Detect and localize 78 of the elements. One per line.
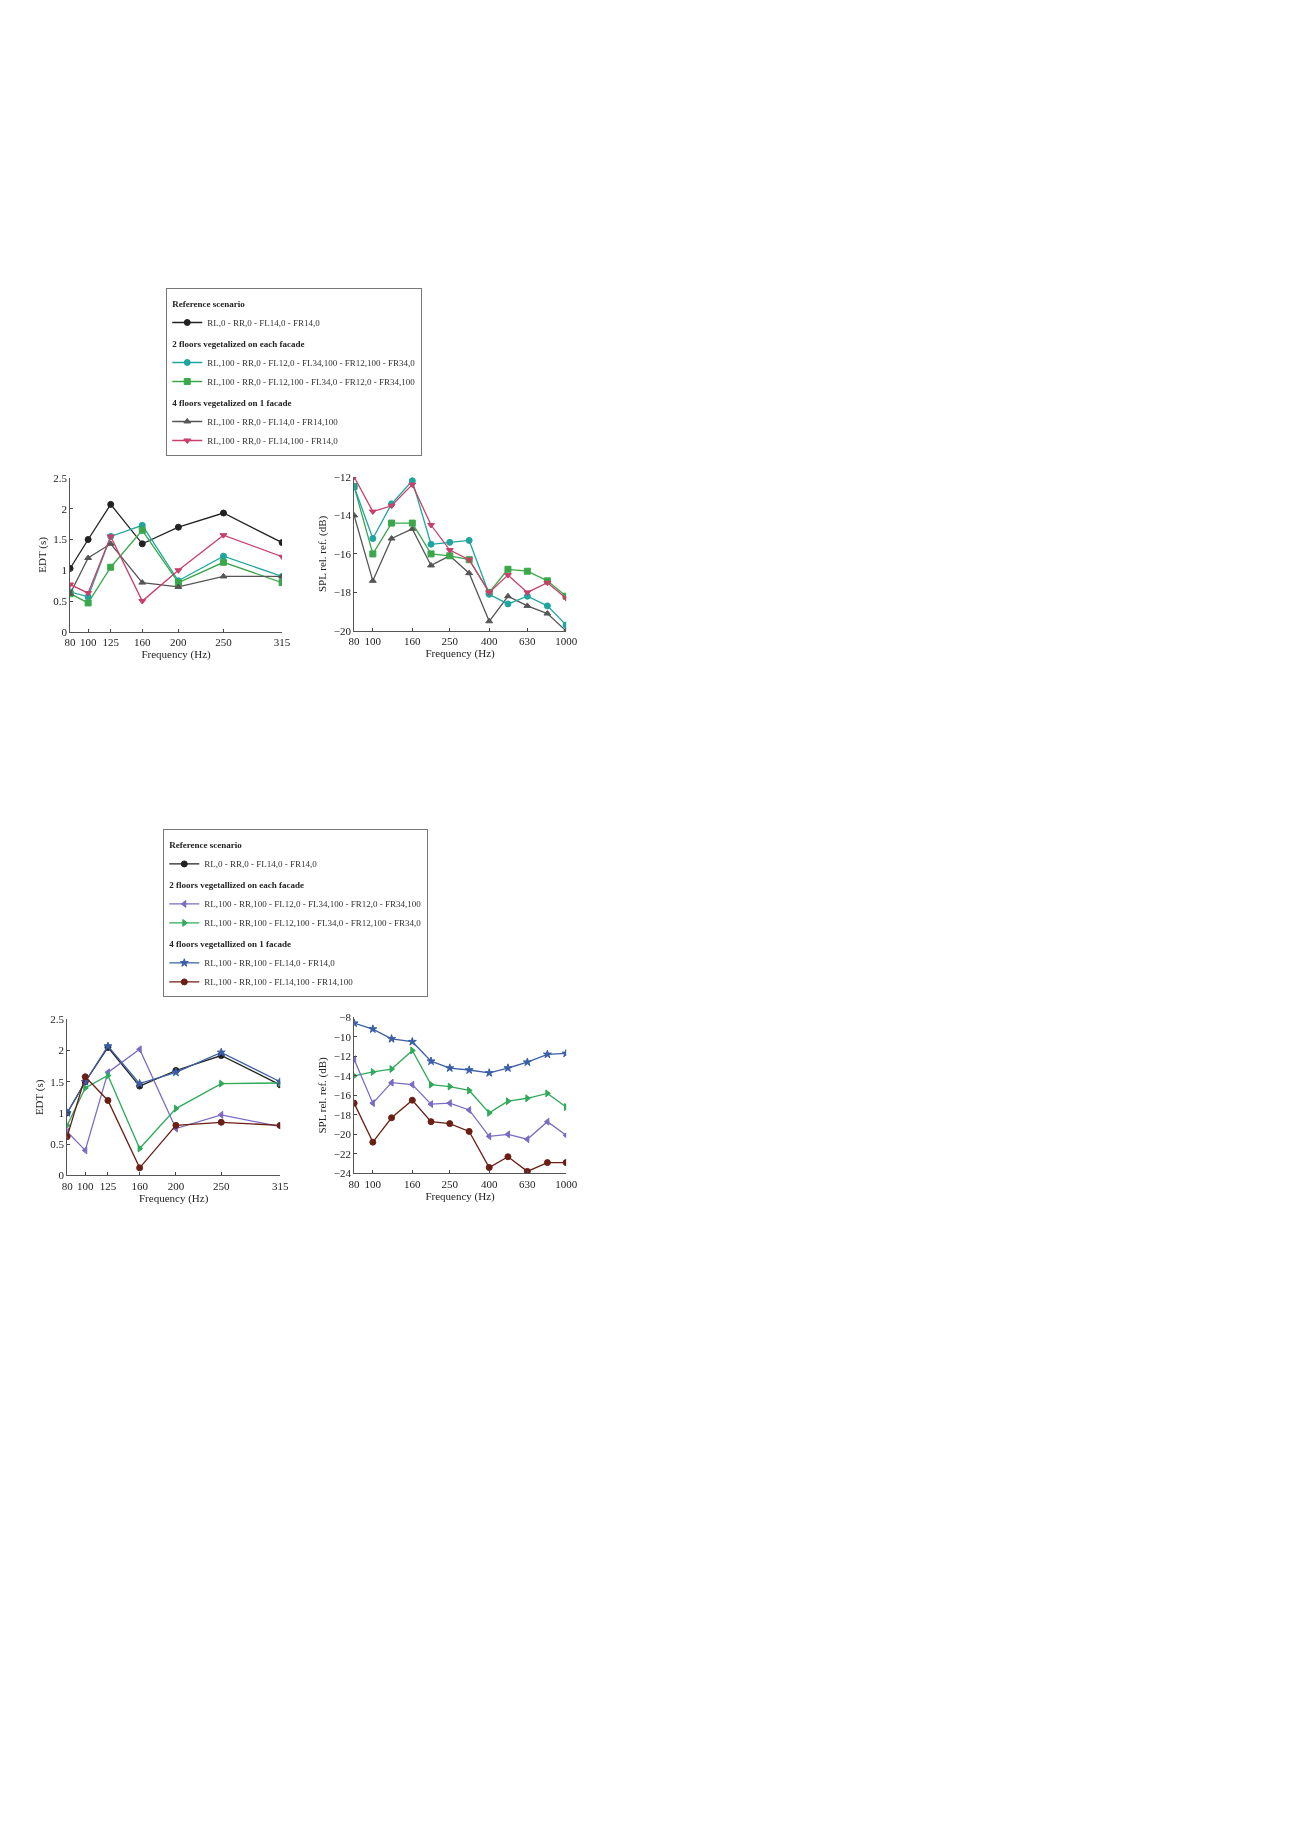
legend-label: RL,100 - RR,100 - FL12,100 - FL34,0 - FR12,100 - FR34,0 (204, 918, 422, 929)
y-tick-label: −14 (333, 1069, 352, 1082)
x-axis-title: Frequency (Hz) (425, 647, 496, 661)
x-tick-label: 100 (77, 1179, 95, 1192)
x-tick-label: 250 (215, 636, 233, 649)
y-tick-label: −18 (333, 1108, 352, 1121)
x-tick-label: 100 (364, 635, 382, 648)
y-tick-label: 2.5 (53, 471, 68, 484)
legend-label: RL,100 - RR,0 - FL12,0 - FL34,100 - FR12,100 - FR34,0 (207, 357, 416, 368)
x-tick-label: 100 (364, 1177, 382, 1190)
legend-label: RL,0 - RR,0 - FL14,0 - FR14,0 (204, 859, 318, 870)
x-tick-label: 250 (441, 635, 459, 648)
x-tick-label: 200 (167, 1179, 185, 1192)
text: 2 floors vegetalized on each facade (172, 338, 305, 349)
text: 4 floors vegetalized on 1 facade (172, 397, 292, 408)
y-tick-label: 1 (58, 1106, 64, 1119)
y-tick-label: −20 (333, 624, 352, 637)
y-tick-label: −8 (339, 1011, 352, 1024)
x-tick-label: 250 (441, 1177, 459, 1190)
y-tick-label: −24 (333, 1167, 352, 1180)
x-tick-label: 80 (348, 1177, 361, 1190)
y-tick-label: 0.5 (50, 1137, 65, 1150)
y-tick-label: 0 (61, 625, 68, 638)
y-tick-label: 2 (58, 1044, 64, 1057)
x-tick-label: 250 (212, 1179, 230, 1192)
x-tick-label: 200 (170, 636, 188, 649)
x-tick-label: 160 (131, 1179, 149, 1192)
y-tick-label: −16 (333, 547, 352, 560)
text: 2 floors vegetallized on each facade (169, 880, 305, 891)
y-tick-label: 1.5 (50, 1075, 65, 1088)
x-tick-label: 125 (99, 1179, 117, 1192)
x-tick-label: 630 (519, 635, 537, 648)
y-tick-label: −22 (333, 1147, 351, 1160)
y-axis-title: SPL rel. ref. (dB) (316, 515, 330, 593)
y-tick-label: 0.5 (53, 594, 68, 607)
y-tick-label: −18 (333, 586, 352, 599)
legend-label: RL,100 - RR,0 - FL14,0 - FR14,100 (207, 416, 339, 427)
y-axis-title: EDT (s) (35, 536, 49, 573)
x-tick-label: 80 (61, 1179, 74, 1192)
y-tick-label: 0 (58, 1169, 65, 1182)
text: Reference scenario (172, 298, 246, 309)
x-tick-label: 315 (273, 636, 291, 649)
y-tick-label: −16 (333, 1089, 352, 1102)
y-tick-label: 1 (61, 564, 67, 577)
text: 4 floors vegetallized on 1 facade (169, 939, 292, 950)
y-tick-label: −12 (333, 1050, 351, 1063)
y-tick-label: 2 (61, 502, 67, 515)
x-tick-label: 160 (134, 636, 152, 649)
y-axis-title: SPL rel. ref. (dB) (316, 1056, 330, 1134)
x-tick-label: 1000 (555, 1177, 578, 1190)
text: Reference scenario (169, 840, 243, 851)
y-tick-label: 2.5 (50, 1013, 65, 1026)
x-tick-label: 80 (64, 636, 77, 649)
legend-label: RL,100 - RR,100 - FL14,0 - FR14,0 (204, 958, 336, 969)
x-tick-label: 160 (404, 1177, 422, 1190)
y-tick-label: −12 (333, 470, 351, 483)
legend-label: RL,100 - RR,100 - FL14,100 - FR14,100 (204, 977, 354, 988)
x-axis-title: Frequency (Hz) (425, 1189, 496, 1203)
x-tick-label: 100 (79, 636, 97, 649)
x-axis-title: Frequency (Hz) (138, 1191, 209, 1205)
legend-label: RL,100 - RR,0 - FL14,100 - FR14,0 (207, 435, 339, 446)
y-tick-label: −20 (333, 1128, 352, 1141)
y-tick-label: −10 (333, 1030, 352, 1043)
x-tick-label: 80 (348, 635, 361, 648)
y-tick-label: 1.5 (53, 533, 68, 546)
y-axis-title: EDT (s) (32, 1079, 46, 1116)
legend-label: RL,0 - RR,0 - FL14,0 - FR14,0 (207, 317, 321, 328)
x-tick-label: 315 (271, 1179, 289, 1192)
x-tick-label: 1000 (555, 635, 578, 648)
y-tick-label: −14 (333, 509, 352, 522)
x-tick-label: 630 (519, 1177, 537, 1190)
x-tick-label: 160 (404, 635, 422, 648)
x-tick-label: 125 (102, 636, 120, 649)
x-tick-label: 400 (480, 635, 498, 648)
legend-label: RL,100 - RR,100 - FL12,0 - FL34,100 - FR12,0 - FR34,100 (204, 899, 422, 910)
legend-label: RL,100 - RR,0 - FL12,100 - FL34,0 - FR12,0 - FR34,100 (207, 376, 416, 387)
x-axis-title: Frequency (Hz) (141, 648, 212, 662)
x-tick-label: 400 (480, 1177, 498, 1190)
